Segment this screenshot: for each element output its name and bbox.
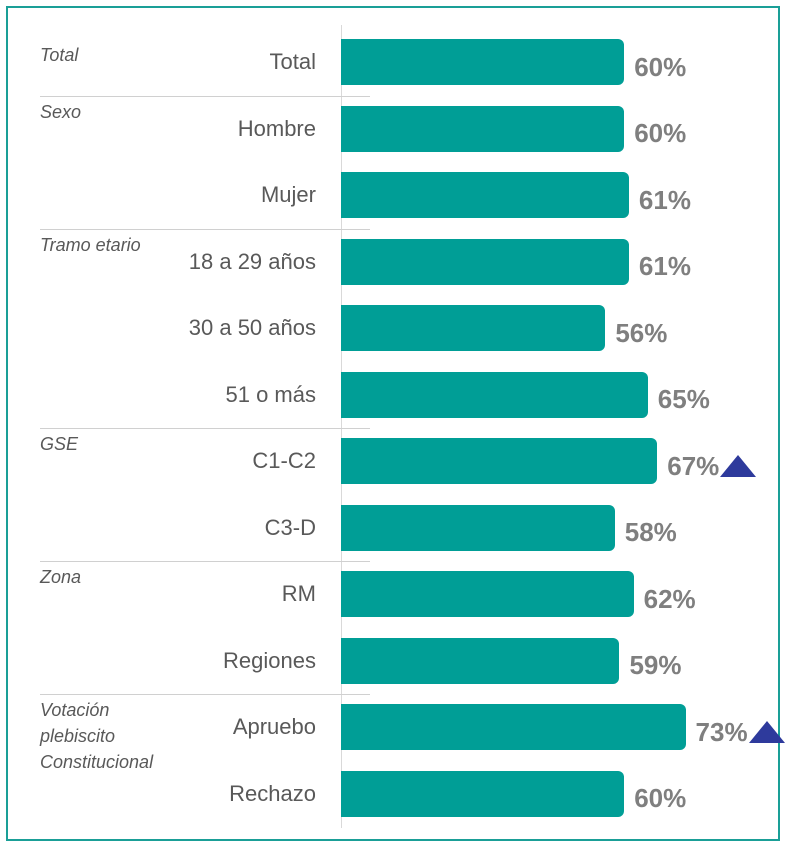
category-label: 51 o más	[225, 381, 317, 407]
value-label-group: 56%	[615, 310, 667, 356]
category-label: RM	[281, 581, 316, 606]
value-label-group: 60%	[634, 111, 686, 157]
value-label: 56%	[615, 317, 668, 348]
value-label: 61%	[638, 184, 691, 215]
category-label: Total	[269, 49, 316, 74]
category-label: 18 a 29 años	[188, 248, 316, 274]
significance-marker	[720, 455, 757, 477]
group-separator	[40, 95, 370, 97]
group-label: Tramo etario	[40, 234, 141, 255]
group-label: Total	[40, 45, 79, 65]
value-label-group: 65%	[658, 377, 710, 423]
category-label: Regiones	[223, 647, 316, 673]
group-separator	[40, 694, 370, 695]
bar	[341, 305, 606, 351]
bar	[341, 172, 629, 218]
value-label-group: 59%	[629, 643, 681, 689]
bar	[341, 571, 634, 617]
value-label-group: 61%	[639, 244, 691, 290]
triangle	[720, 455, 757, 477]
value-label: 61%	[638, 251, 691, 281]
triangle	[748, 721, 785, 743]
category-label: Apruebo	[232, 714, 316, 739]
group-separator	[40, 228, 370, 230]
value-label: 62%	[643, 583, 696, 614]
group-label: GSE	[40, 434, 79, 454]
group-separator	[40, 561, 370, 562]
value-label: 65%	[657, 384, 710, 414]
bar	[341, 504, 615, 551]
significance-marker	[748, 721, 785, 743]
bar	[341, 637, 620, 684]
bar	[341, 371, 648, 418]
frame	[6, 6, 780, 841]
category-label: Mujer	[260, 182, 316, 207]
value-label: 60%	[634, 118, 687, 148]
value-label-group: 58%	[625, 510, 677, 556]
group-label: Votación plebiscito Constitucional	[40, 700, 154, 772]
category-label: C3-D	[264, 514, 316, 540]
value-label-group: 73%	[696, 709, 786, 755]
value-label: 59%	[629, 650, 682, 680]
bar	[341, 704, 686, 750]
value-label: 58%	[624, 517, 677, 547]
value-label-group: 60%	[634, 776, 686, 822]
value-label: 67%	[667, 450, 720, 481]
value-label: 73%	[695, 716, 748, 747]
value-label-group: 67%	[667, 443, 757, 489]
value-label-group: 60%	[634, 44, 686, 90]
bar	[341, 770, 625, 817]
bar	[341, 105, 625, 152]
bar	[341, 438, 658, 484]
group-separator	[40, 428, 370, 429]
bar	[341, 39, 625, 85]
value-label-group: 62%	[644, 576, 696, 622]
axis-line	[341, 25, 342, 828]
category-label: Rechazo	[229, 780, 316, 806]
group-label: Zona	[40, 567, 82, 587]
value-label-group: 61%	[639, 177, 691, 223]
value-label: 60%	[634, 51, 687, 82]
category-label: Hombre	[237, 115, 316, 141]
category-label: C1-C2	[252, 448, 316, 473]
category-label: 30 a 50 años	[188, 315, 316, 340]
bar	[341, 238, 629, 285]
group-label: Sexo	[40, 101, 82, 122]
value-label: 60%	[634, 783, 687, 813]
